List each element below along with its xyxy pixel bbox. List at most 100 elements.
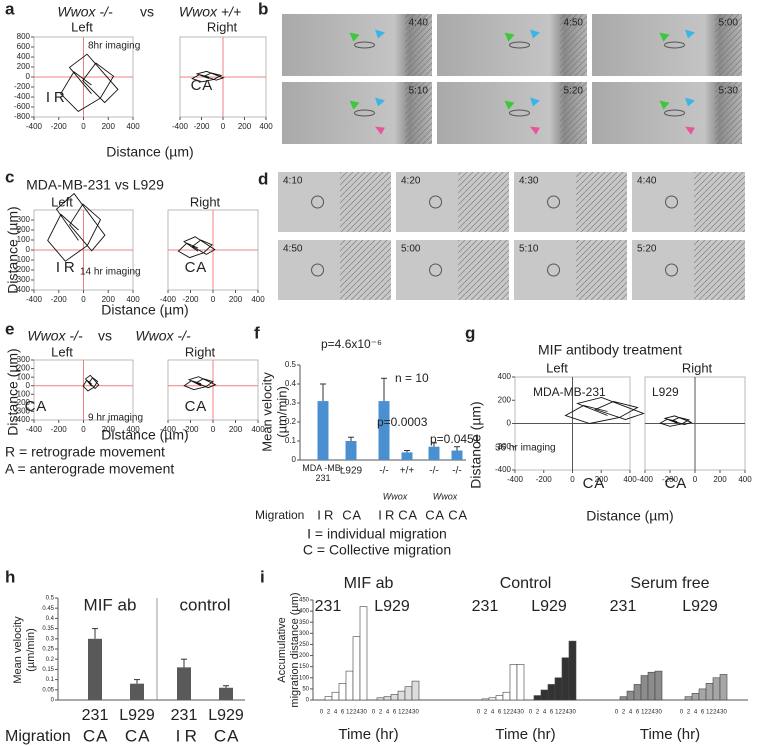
x-tick-label: 231 xyxy=(171,707,198,724)
y-tick-label: 0.5 xyxy=(46,596,55,602)
x-tick-label: -200 xyxy=(536,475,553,484)
x-tick-label: 200 xyxy=(102,425,116,434)
group-label: Serum free xyxy=(630,575,709,592)
y-tick-label: 50 xyxy=(302,686,309,692)
cell-sheet xyxy=(405,14,432,76)
y-tick-label: 0.15 xyxy=(42,667,54,673)
y-tick-label: 200 xyxy=(498,395,512,404)
bar xyxy=(488,697,497,701)
y-tick-label: -200 xyxy=(14,82,31,91)
x-tick-label: 6 xyxy=(393,710,397,716)
x-tick-label: -200 xyxy=(662,475,679,484)
imaging-note: 36 hr imaging xyxy=(495,443,556,454)
x-tick-label: 6 xyxy=(341,710,345,716)
x-tick-label: -400 xyxy=(26,122,43,131)
bar xyxy=(647,671,656,701)
bar xyxy=(712,677,721,701)
y-axis-label: Distance (µm) xyxy=(5,348,21,435)
x-axis-label: Time (hr) xyxy=(640,726,700,743)
migration-letter: C xyxy=(191,77,202,94)
x-tick-label: 200 xyxy=(229,425,243,434)
group-label: Wwox xyxy=(433,491,458,501)
y-tick-label: 250 xyxy=(299,642,310,648)
arrowhead xyxy=(504,100,515,110)
cell-sheet xyxy=(560,14,587,76)
x-tick-label: 12 xyxy=(555,710,562,716)
migration-letter: A xyxy=(408,507,417,522)
y-tick-label: 0 xyxy=(26,245,31,254)
x-tick-label: 6 xyxy=(550,710,554,716)
y-tick-label: 150 xyxy=(299,664,310,670)
x-tick-label: -400 xyxy=(160,425,177,434)
x-tick-label: L929 xyxy=(340,466,363,477)
panel-letter: f xyxy=(254,323,260,342)
y-tick-label: 400 xyxy=(17,52,31,61)
y-tick-label: -200 xyxy=(14,398,31,407)
x-tick-label: 200 xyxy=(102,122,116,131)
y-tick-label: 0 xyxy=(26,381,31,390)
panel-letter: h xyxy=(5,567,15,586)
migration-letter: A xyxy=(227,726,239,745)
cell-track xyxy=(82,374,100,392)
series-label: L929 xyxy=(531,598,567,615)
bar xyxy=(640,675,649,701)
bar xyxy=(130,683,144,700)
y-tick-label: 800 xyxy=(17,32,31,41)
x-axis-label: Time (hr) xyxy=(495,726,555,743)
y-tick-label: 0.4 xyxy=(46,616,55,622)
migration-letter: C xyxy=(398,507,407,522)
bar xyxy=(177,667,191,700)
y-axis-label: Mean velocity xyxy=(259,372,274,452)
bar xyxy=(509,664,518,701)
x-tick-label: MDA -MB-231 xyxy=(302,463,344,483)
migration-letter: C xyxy=(185,259,196,276)
cell xyxy=(354,109,375,117)
series-label: 231 xyxy=(315,598,342,615)
x-tick-label: L929 xyxy=(208,707,244,724)
group-label: Control xyxy=(500,575,552,592)
arrowhead xyxy=(504,32,515,42)
side-label: Left xyxy=(71,19,93,34)
panel-letter: d xyxy=(258,169,268,188)
timestamp: 4:50 xyxy=(283,244,303,255)
migration-letter: C xyxy=(214,726,226,745)
y-tick-label: 200 xyxy=(17,62,31,71)
group-label: control xyxy=(179,595,230,614)
cell-sheet xyxy=(715,14,742,76)
cell-sheet xyxy=(458,172,509,232)
bar xyxy=(619,696,628,701)
migration-letter: A xyxy=(676,475,686,492)
timestamp: 5:10 xyxy=(519,244,539,255)
x-tick-label: 2 xyxy=(536,710,540,716)
timestamp: 4:10 xyxy=(283,176,303,187)
migration-letter: I xyxy=(46,89,50,106)
y-tick-label: 100 xyxy=(17,372,31,381)
y-tick-label: -600 xyxy=(14,102,31,111)
x-tick-label: -200 xyxy=(51,425,68,434)
cell xyxy=(665,195,679,209)
series-label: 231 xyxy=(472,598,499,615)
bar xyxy=(338,683,347,701)
panel-letter: b xyxy=(258,0,268,18)
migration-letter: C xyxy=(185,398,196,415)
side-label: Right xyxy=(682,360,713,375)
y-tick-label: 200 xyxy=(17,225,31,234)
y-tick-label: -400 xyxy=(14,92,31,101)
x-tick-label: 400 xyxy=(126,122,140,131)
x-axis-label: Distance (µm) xyxy=(106,144,193,160)
bar xyxy=(397,690,406,701)
y-tick-label: 200 xyxy=(17,364,31,373)
y-tick-label: -200 xyxy=(495,442,512,451)
cell xyxy=(429,263,443,277)
arrowhead xyxy=(349,32,360,42)
x-tick-label: 400 xyxy=(251,425,265,434)
bar xyxy=(633,684,642,701)
x-tick-label: 400 xyxy=(738,475,752,484)
bar xyxy=(345,670,354,701)
y-axis-label: Accumulative xyxy=(276,617,288,682)
cell-track xyxy=(564,397,645,424)
migration-letter: A xyxy=(196,398,206,415)
x-tick-label: 0 xyxy=(477,710,481,716)
x-tick-label: -200 xyxy=(182,425,199,434)
